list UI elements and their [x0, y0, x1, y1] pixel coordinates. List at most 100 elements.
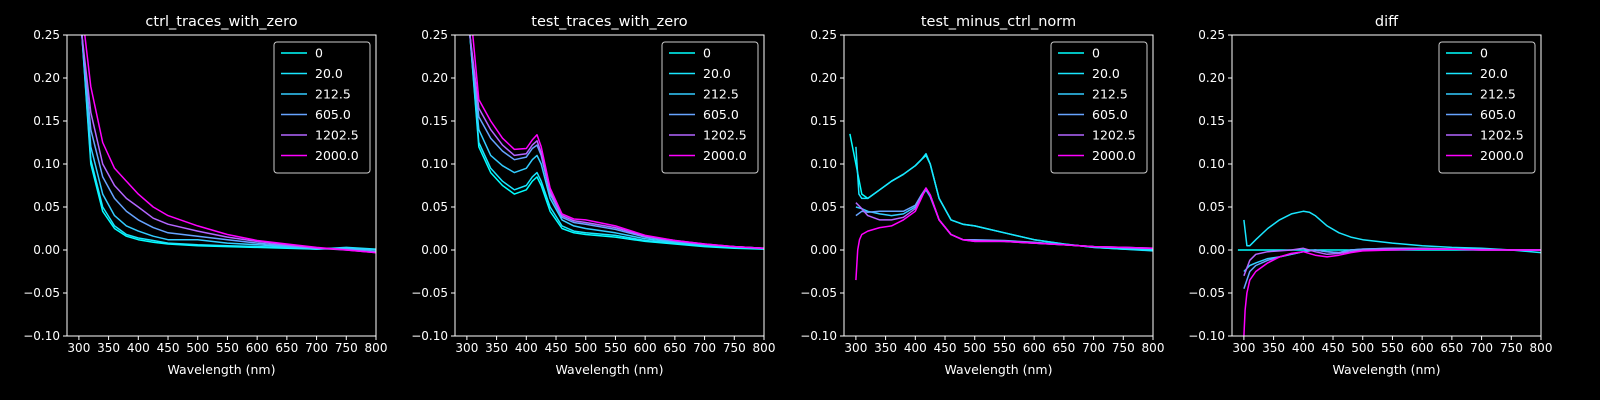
plot-area [1237, 210, 1541, 336]
legend-entry: 20.0 [1092, 66, 1120, 81]
legend-box [661, 41, 759, 174]
y-tick-label: 0.05 [1198, 200, 1225, 214]
chart-panel: 300 350 400 450 500 550 600 650 700 750 800 −0.10 −0… [1188, 14, 1552, 377]
legend-entry: 212.5 [315, 87, 351, 102]
series-line [469, 35, 764, 250]
chart-title: ctrl_traces_with_zero [145, 14, 297, 30]
x-tick-label: 450 [157, 341, 180, 355]
legend-entry: 605.0 [703, 107, 739, 122]
y-tick-label: 0.20 [1198, 71, 1225, 85]
x-tick-label: 650 [663, 341, 686, 355]
x-tick-label: 600 [634, 341, 657, 355]
x-tick-label: 800 [1530, 341, 1553, 355]
legend-box [1050, 41, 1148, 174]
y-tick-label: 0.25 [33, 28, 60, 42]
x-tick-label: 800 [753, 341, 776, 355]
x-tick-label: 300 [67, 341, 90, 355]
y-tick-label: −0.05 [1188, 286, 1225, 300]
x-tick-label: 350 [1262, 341, 1285, 355]
x-axis-label: Wavelength (nm) [556, 362, 664, 377]
axes-frame [66, 34, 377, 337]
legend-entry: 2000.0 [1092, 148, 1136, 163]
y-tick-label: −0.10 [1188, 329, 1225, 343]
legend: 0 20.0 212.5 605.0 1202.5 2000.0 [273, 41, 371, 174]
x-tick-label: 550 [993, 341, 1016, 355]
y-tick-label: −0.10 [411, 329, 448, 343]
series-line [1243, 210, 1541, 254]
y-tick-label: 0.20 [33, 71, 60, 85]
axes-frame [843, 34, 1154, 337]
x-axis-label: Wavelength (nm) [1333, 362, 1441, 377]
x-tick-label: 400 [904, 341, 927, 355]
y-tick-label: 0.00 [33, 243, 60, 257]
x-tick-label: 550 [216, 341, 239, 355]
x-tick-label: 350 [97, 341, 120, 355]
x-tick-label: 600 [1411, 341, 1434, 355]
legend-entry: 0 [703, 46, 711, 61]
chart-title: diff [1375, 14, 1399, 30]
x-tick-label: 450 [545, 341, 568, 355]
x-tick-label: 700 [693, 341, 716, 355]
x-axis-label: Wavelength (nm) [945, 362, 1053, 377]
y-tick-label: 0.00 [1198, 243, 1225, 257]
x-tick-label: 650 [275, 341, 298, 355]
y-tick-label: 0.15 [810, 114, 837, 128]
legend: 0 20.0 212.5 605.0 1202.5 2000.0 [1050, 41, 1148, 174]
x-tick-label: 650 [1440, 341, 1463, 355]
legend-entry: 212.5 [703, 87, 739, 102]
x-tick-label: 500 [963, 341, 986, 355]
legend-entry: 212.5 [1092, 87, 1128, 102]
y-tick-label: 0.00 [421, 243, 448, 257]
x-tick-label: 300 [1232, 341, 1255, 355]
x-tick-label: 450 [934, 341, 957, 355]
y-tick-label: 0.25 [421, 28, 448, 42]
x-tick-label: 700 [1082, 341, 1105, 355]
series-line [855, 187, 1153, 281]
x-tick-label: 800 [365, 341, 388, 355]
y-tick-label: 0.00 [810, 243, 837, 257]
legend-entry: 0 [1092, 46, 1100, 61]
x-axis-label: Wavelength (nm) [168, 362, 276, 377]
y-tick-label: 0.15 [1198, 114, 1225, 128]
legend-box [1438, 41, 1536, 174]
x-tick-label: 400 [1292, 341, 1315, 355]
legend-entry: 2000.0 [1480, 148, 1524, 163]
legend-entry: 212.5 [1480, 87, 1516, 102]
x-tick-label: 600 [1023, 341, 1046, 355]
legend-entry: 20.0 [703, 66, 731, 81]
x-tick-label: 350 [485, 341, 508, 355]
series-line [469, 35, 764, 250]
legend-entry: 605.0 [315, 107, 351, 122]
series-line [81, 35, 376, 250]
series-line [469, 35, 764, 250]
chart-panel: 300 350 400 450 500 550 600 650 700 750 800 −0.10 −0… [411, 14, 775, 377]
x-tick-label: 750 [1500, 341, 1523, 355]
chart-panel: 300 350 400 450 500 550 600 650 700 750 800 −0.10 −0… [23, 14, 387, 377]
y-tick-label: 0.05 [810, 200, 837, 214]
y-tick-label: 0.05 [421, 200, 448, 214]
y-tick-label: 0.05 [33, 200, 60, 214]
x-tick-label: 500 [1351, 341, 1374, 355]
series-line [1243, 248, 1541, 336]
y-tick-label: 0.20 [421, 71, 448, 85]
x-tick-label: 350 [874, 341, 897, 355]
y-tick-label: −0.05 [23, 286, 60, 300]
x-tick-label: 650 [1052, 341, 1075, 355]
legend-entry: 1202.5 [315, 128, 359, 143]
legend-entry: 0 [315, 46, 323, 61]
y-tick-label: 0.20 [810, 71, 837, 85]
chart-title: test_traces_with_zero [531, 14, 688, 30]
x-tick-label: 700 [1470, 341, 1493, 355]
x-tick-label: 300 [455, 341, 478, 355]
legend: 0 20.0 212.5 605.0 1202.5 2000.0 [661, 41, 759, 174]
legend-entry: 0 [1480, 46, 1488, 61]
x-tick-label: 550 [1381, 341, 1404, 355]
y-tick-label: −0.05 [411, 286, 448, 300]
y-tick-label: −0.10 [800, 329, 837, 343]
y-tick-label: 0.25 [1198, 28, 1225, 42]
y-tick-label: −0.05 [800, 286, 837, 300]
y-tick-label: 0.25 [810, 28, 837, 42]
legend: 0 20.0 212.5 605.0 1202.5 2000.0 [1438, 41, 1536, 174]
y-tick-label: 0.10 [33, 157, 60, 171]
